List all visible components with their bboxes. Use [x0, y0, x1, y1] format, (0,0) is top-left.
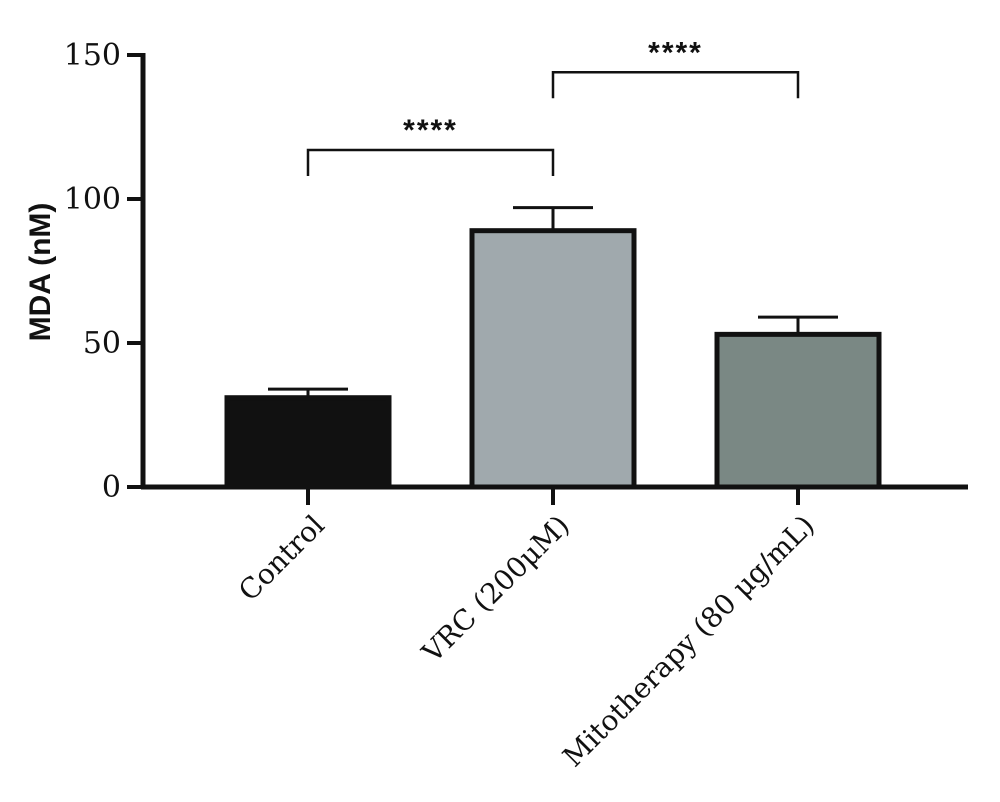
y-tick-label: 0 [102, 470, 121, 505]
bar [224, 395, 392, 490]
significance-bracket [306, 148, 555, 177]
y-tick-label: 150 [64, 38, 121, 73]
significance-bracket [551, 71, 800, 99]
bar [714, 331, 882, 490]
x-tick-label: Control [232, 509, 331, 608]
significance-label: **** [403, 114, 458, 147]
plot-area: 0 50 100 150 Control VRC (200μM)Mitotherapy (… [64, 36, 968, 773]
x-tick-label: VRC (200μM) [415, 509, 576, 670]
x-tick-label: Mitotherapy (80 μg/mL) [556, 509, 821, 774]
significance-label: **** [648, 36, 703, 69]
y-tick-label: 100 [64, 182, 121, 217]
y-tick-label: 50 [83, 326, 121, 361]
bar [469, 228, 637, 490]
y-axis-title: MDA (nM) [24, 203, 57, 342]
